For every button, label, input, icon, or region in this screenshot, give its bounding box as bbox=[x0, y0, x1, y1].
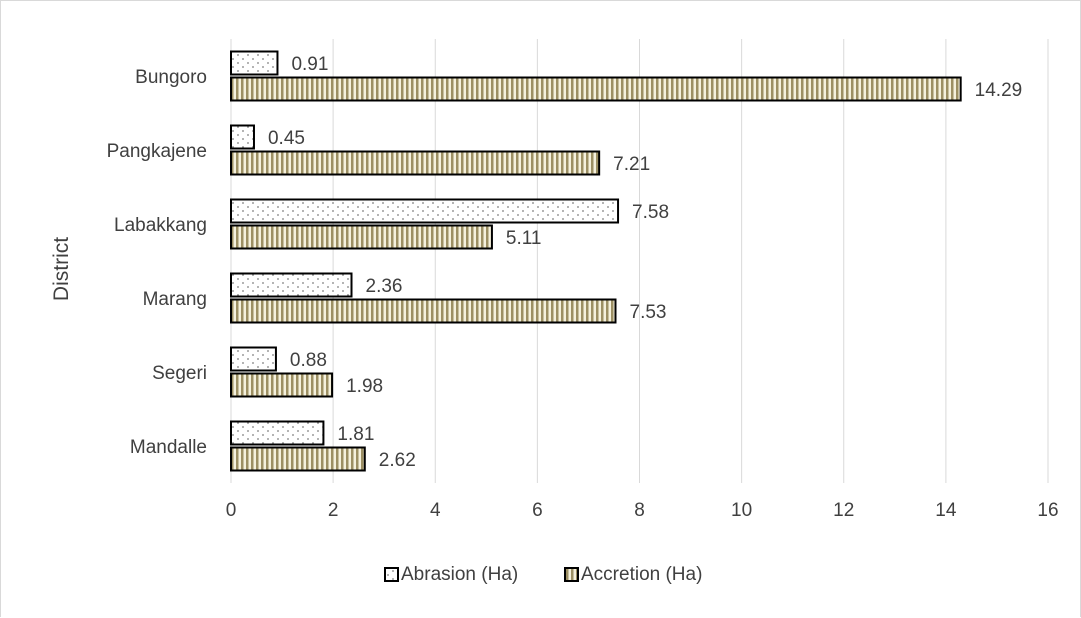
category-label: Segeri bbox=[152, 363, 207, 384]
legend: Abrasion (Ha) Accretion (Ha) bbox=[384, 564, 702, 585]
category-label: Mandalle bbox=[130, 437, 207, 458]
abrasion-bar bbox=[230, 50, 279, 76]
abrasion-data-label: 1.81 bbox=[337, 424, 374, 445]
accretion-bar bbox=[230, 150, 601, 176]
x-tick-label: 16 bbox=[1037, 500, 1058, 521]
accretion-legend-swatch bbox=[564, 567, 579, 582]
abrasion-data-label: 0.45 bbox=[268, 128, 305, 149]
x-tick-label: 6 bbox=[532, 500, 543, 521]
gridlines bbox=[230, 39, 1049, 483]
x-tick-label: 4 bbox=[430, 500, 441, 521]
abrasion-bar bbox=[230, 420, 325, 446]
abrasion-data-label: 0.88 bbox=[290, 350, 327, 371]
category-label: Pangkajene bbox=[107, 141, 207, 162]
accretion-bar bbox=[230, 446, 366, 472]
bars bbox=[230, 50, 962, 472]
x-tick-label: 8 bbox=[634, 500, 645, 521]
category-label: Bungoro bbox=[135, 67, 207, 88]
accretion-bar bbox=[230, 372, 334, 398]
accretion-data-label: 7.53 bbox=[630, 302, 667, 323]
accretion-data-label: 7.21 bbox=[613, 154, 650, 175]
abrasion-bar bbox=[230, 198, 620, 224]
category-label: Labakkang bbox=[114, 215, 207, 236]
accretion-bar bbox=[230, 298, 617, 324]
accretion-data-label: 2.62 bbox=[379, 450, 416, 471]
abrasion-bar bbox=[230, 272, 353, 298]
abrasion-data-label: 2.36 bbox=[366, 276, 403, 297]
x-tick-label: 12 bbox=[833, 500, 854, 521]
abrasion-legend-label: Abrasion (Ha) bbox=[401, 564, 518, 585]
y-axis-title: District bbox=[50, 237, 73, 301]
abrasion-bar bbox=[230, 124, 255, 150]
accretion-data-label: 5.11 bbox=[506, 228, 542, 249]
x-tick-label: 14 bbox=[935, 500, 957, 521]
category-label: Marang bbox=[143, 289, 207, 310]
x-tick-label: 0 bbox=[226, 500, 237, 521]
abrasion-legend-swatch bbox=[384, 567, 399, 582]
accretion-data-label: 1.98 bbox=[346, 376, 383, 397]
x-tick-label: 10 bbox=[731, 500, 752, 521]
abrasion-data-label: 7.58 bbox=[632, 202, 669, 223]
x-tick-labels: 0 2 4 6 8 10 12 14 16 bbox=[226, 500, 1059, 521]
abrasion-data-label: 0.91 bbox=[291, 54, 328, 75]
accretion-legend-label: Accretion (Ha) bbox=[581, 564, 702, 585]
accretion-bar bbox=[230, 76, 962, 102]
x-tick-label: 2 bbox=[328, 500, 339, 521]
data-labels: 0.91 14.29 0.45 7.21 7.58 5.11 2.36 7.53 0.88 1.9… bbox=[268, 54, 1022, 471]
category-labels: Bungoro Pangkajene Labakkang Marang Segeri Ma… bbox=[107, 67, 207, 458]
abrasion-bar bbox=[230, 346, 277, 372]
accretion-bar bbox=[230, 224, 493, 250]
accretion-data-label: 14.29 bbox=[975, 80, 1023, 101]
